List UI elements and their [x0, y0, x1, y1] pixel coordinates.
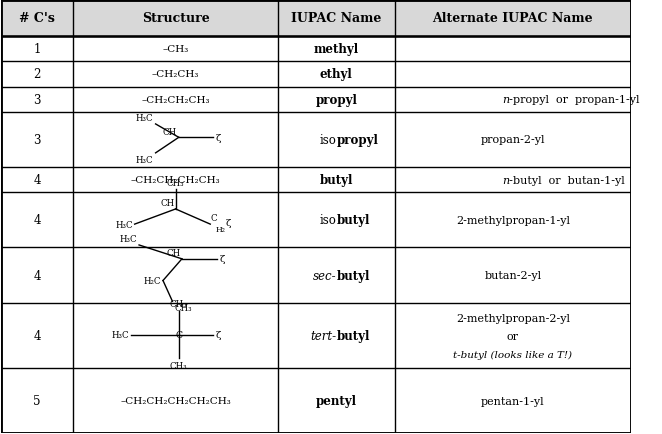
- Text: methyl: methyl: [314, 43, 359, 56]
- Text: butyl: butyl: [336, 214, 369, 227]
- Text: ζ: ζ: [216, 134, 221, 142]
- Text: iso: iso: [320, 134, 336, 147]
- Text: pentan-1-yl: pentan-1-yl: [481, 396, 545, 406]
- Bar: [1, 1, 631, 36]
- Text: CH₃: CH₃: [167, 178, 185, 187]
- Text: CH: CH: [160, 199, 174, 208]
- Text: propyl  or  propan-1-yl: propyl or propan-1-yl: [513, 95, 639, 105]
- Text: # C's: # C's: [19, 12, 55, 25]
- Text: C: C: [211, 214, 218, 223]
- Text: –CH₂CH₂CH₃: –CH₂CH₂CH₃: [142, 95, 210, 105]
- Text: or: or: [507, 331, 519, 341]
- Text: propan-2-yl: propan-2-yl: [481, 135, 545, 145]
- Text: butyl  or  butan-1-yl: butyl or butan-1-yl: [513, 175, 624, 185]
- Text: 3: 3: [33, 134, 40, 147]
- Text: –CH₂CH₂CH₂CH₃: –CH₂CH₂CH₂CH₃: [131, 176, 220, 185]
- Text: 4: 4: [33, 214, 40, 227]
- Text: sec-: sec-: [312, 269, 336, 282]
- Text: n-: n-: [502, 95, 513, 105]
- Text: H₃C: H₃C: [120, 234, 137, 243]
- Text: tert-: tert-: [310, 329, 336, 342]
- Text: ζ: ζ: [226, 219, 232, 228]
- Text: butyl: butyl: [336, 269, 369, 282]
- Text: propyl: propyl: [315, 94, 357, 107]
- Text: ζ: ζ: [219, 255, 224, 264]
- Text: 4: 4: [33, 329, 40, 342]
- Text: H₃C: H₃C: [112, 330, 130, 339]
- Text: 4: 4: [33, 174, 40, 187]
- Text: 2: 2: [33, 68, 40, 81]
- Text: –CH₃: –CH₃: [162, 45, 189, 54]
- Text: 3: 3: [33, 94, 40, 107]
- Text: C: C: [175, 330, 182, 339]
- Text: –CH₂CH₃: –CH₂CH₃: [152, 70, 199, 79]
- Text: 1: 1: [33, 43, 40, 56]
- Text: H₃C: H₃C: [136, 114, 153, 122]
- Text: CH: CH: [163, 128, 177, 137]
- Text: 4: 4: [33, 269, 40, 282]
- Text: ζ: ζ: [216, 330, 221, 339]
- Text: butyl: butyl: [336, 329, 369, 342]
- Text: iso: iso: [320, 214, 336, 227]
- Text: t-butyl (looks like a T!): t-butyl (looks like a T!): [453, 350, 573, 359]
- Text: butan-2-yl: butan-2-yl: [485, 271, 542, 281]
- Text: CH₃: CH₃: [170, 299, 187, 309]
- Text: ethyl: ethyl: [320, 68, 353, 81]
- Text: pentyl: pentyl: [316, 395, 357, 408]
- Text: propyl: propyl: [336, 134, 378, 147]
- Text: 2-methylpropan-2-yl: 2-methylpropan-2-yl: [456, 313, 570, 323]
- Text: butyl: butyl: [320, 174, 353, 187]
- Text: CH₃: CH₃: [170, 361, 187, 370]
- Text: IUPAC Name: IUPAC Name: [291, 12, 381, 25]
- Text: Alternate IUPAC Name: Alternate IUPAC Name: [432, 12, 593, 25]
- Text: Structure: Structure: [142, 12, 209, 25]
- Text: 2-methylpropan-1-yl: 2-methylpropan-1-yl: [456, 215, 570, 225]
- Text: H₃C: H₃C: [136, 156, 153, 164]
- Text: n-: n-: [502, 175, 513, 185]
- Text: 5: 5: [33, 395, 40, 408]
- Text: –CH₂CH₂CH₂CH₂CH₃: –CH₂CH₂CH₂CH₂CH₃: [120, 396, 231, 405]
- Text: H₂: H₂: [216, 226, 226, 233]
- Text: CH₃: CH₃: [174, 304, 192, 313]
- Text: H₂C: H₂C: [144, 276, 161, 286]
- Text: H₃C: H₃C: [115, 220, 133, 229]
- Text: CH: CH: [167, 249, 181, 257]
